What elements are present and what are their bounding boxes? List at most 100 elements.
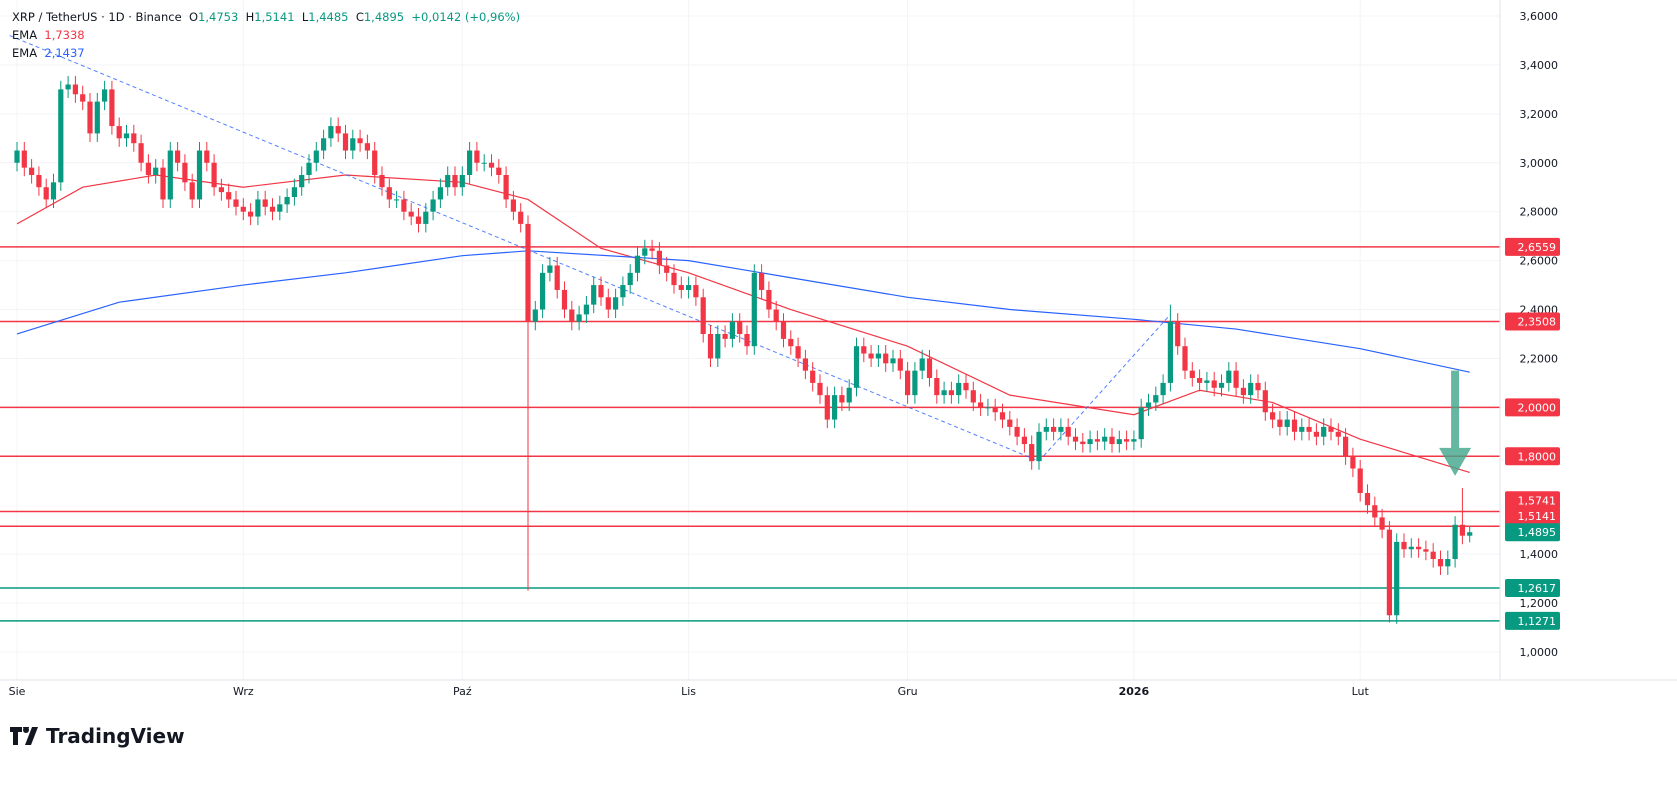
candle-body (686, 285, 692, 290)
candle-body (1240, 387, 1246, 396)
level-price-label-bg (1505, 611, 1560, 630)
candle-body (1102, 436, 1108, 442)
ema-fast-value: 1,7338 (44, 28, 85, 42)
tradingview-logo[interactable]: TradingView (10, 724, 185, 748)
candle-body (824, 395, 830, 420)
candle-body (284, 197, 290, 205)
candle-body (1437, 559, 1444, 567)
x-tick-label: Lut (1352, 685, 1370, 698)
candle-body (175, 150, 181, 163)
candle-body (788, 338, 794, 347)
ema-slow-legend[interactable]: EMA 2,1437 (12, 44, 520, 62)
candle-body (189, 182, 195, 200)
candle-body (1401, 541, 1407, 550)
down-arrow-annotation (1439, 370, 1472, 476)
level-price-label-bg (1505, 507, 1560, 526)
candle-body (751, 272, 757, 347)
candle-body (883, 353, 889, 364)
candle-body (196, 150, 203, 200)
candle-body (744, 333, 750, 347)
candle-body (145, 162, 151, 175)
candle-body (182, 162, 188, 183)
candle-body (1416, 546, 1422, 550)
candle-body (656, 250, 662, 266)
candle-body (795, 346, 801, 359)
candle-body (868, 353, 874, 359)
y-tick-label: 2,2000 (1520, 352, 1559, 365)
candle-body (415, 216, 422, 224)
candle-body (474, 150, 480, 163)
candle-body (1423, 549, 1429, 552)
candle-body (160, 167, 166, 200)
candle-body (364, 143, 370, 151)
last-price-label-bg (1505, 523, 1560, 542)
candle-body (540, 272, 546, 310)
y-tick-label: 3,0000 (1520, 157, 1559, 170)
x-tick-label: Gru (898, 685, 918, 698)
candle-body (153, 167, 159, 175)
candle-body (948, 390, 954, 396)
level-price-label-bg (1505, 312, 1560, 331)
candle-body (94, 101, 100, 134)
candle-body (1116, 439, 1122, 445)
candle-body (379, 174, 385, 188)
x-tick-label: Paź (453, 685, 472, 698)
open-label: O (188, 10, 199, 24)
candle-body (1189, 370, 1195, 379)
candle-body (131, 133, 137, 144)
close-value: 1,4895 (363, 10, 405, 24)
candle-body (583, 304, 589, 315)
candle-body (1284, 419, 1290, 427)
candle-body (1430, 551, 1436, 560)
candle-body (547, 265, 553, 273)
candle-body (335, 126, 341, 134)
candle-body (941, 390, 947, 396)
candle-body (532, 309, 538, 322)
ema-fast-legend[interactable]: EMA 1,7338 (12, 26, 520, 44)
y-tick-label: 2,8000 (1520, 206, 1559, 219)
ema-fast-label: EMA (12, 28, 38, 42)
y-tick-label: 3,6000 (1520, 10, 1559, 23)
candle-body (1036, 431, 1042, 462)
y-tick-label: 3,4000 (1520, 59, 1559, 72)
x-tick-label: Lis (681, 685, 696, 698)
candle-body (350, 138, 356, 151)
last-price-label: 1,4895 (1518, 526, 1557, 539)
candle-body (123, 133, 130, 139)
ema-slow-line (16, 250, 1470, 373)
candle-body (291, 187, 297, 198)
level-price-label: 1,5741 (1518, 494, 1557, 507)
candle-body (780, 321, 787, 339)
candle-body (1204, 380, 1210, 383)
candle-body (802, 358, 808, 371)
candle-body (1226, 370, 1232, 383)
candle-body (240, 206, 246, 212)
candle-body (1080, 441, 1086, 445)
candle-body (846, 387, 852, 403)
candle-body (218, 187, 224, 193)
candle-body (87, 101, 93, 134)
level-price-label-bg (1505, 578, 1560, 597)
candle-body (1408, 546, 1414, 550)
candle-body (452, 174, 458, 188)
candle-body (853, 346, 860, 388)
candle-body (1124, 439, 1130, 442)
candle-body (591, 285, 597, 305)
chart-legend: XRP / TetherUS · 1D · Binance O1,4753 H1… (12, 8, 520, 62)
candle-body (58, 89, 64, 183)
candle-body (423, 211, 429, 224)
candle-body (999, 412, 1006, 420)
candle-body (1087, 439, 1093, 445)
candle-body (277, 204, 283, 212)
candle-body (737, 321, 743, 334)
candle-body (554, 265, 560, 290)
symbol-info[interactable]: XRP / TetherUS · 1D · Binance O1,4753 H1… (12, 8, 520, 26)
candle-body (1299, 426, 1305, 432)
candle-body (525, 223, 531, 322)
candle-body (956, 382, 962, 396)
candle-body (328, 126, 334, 139)
candle-body (1445, 559, 1451, 567)
candle-body (386, 187, 392, 200)
level-price-label-bg (1505, 491, 1560, 510)
